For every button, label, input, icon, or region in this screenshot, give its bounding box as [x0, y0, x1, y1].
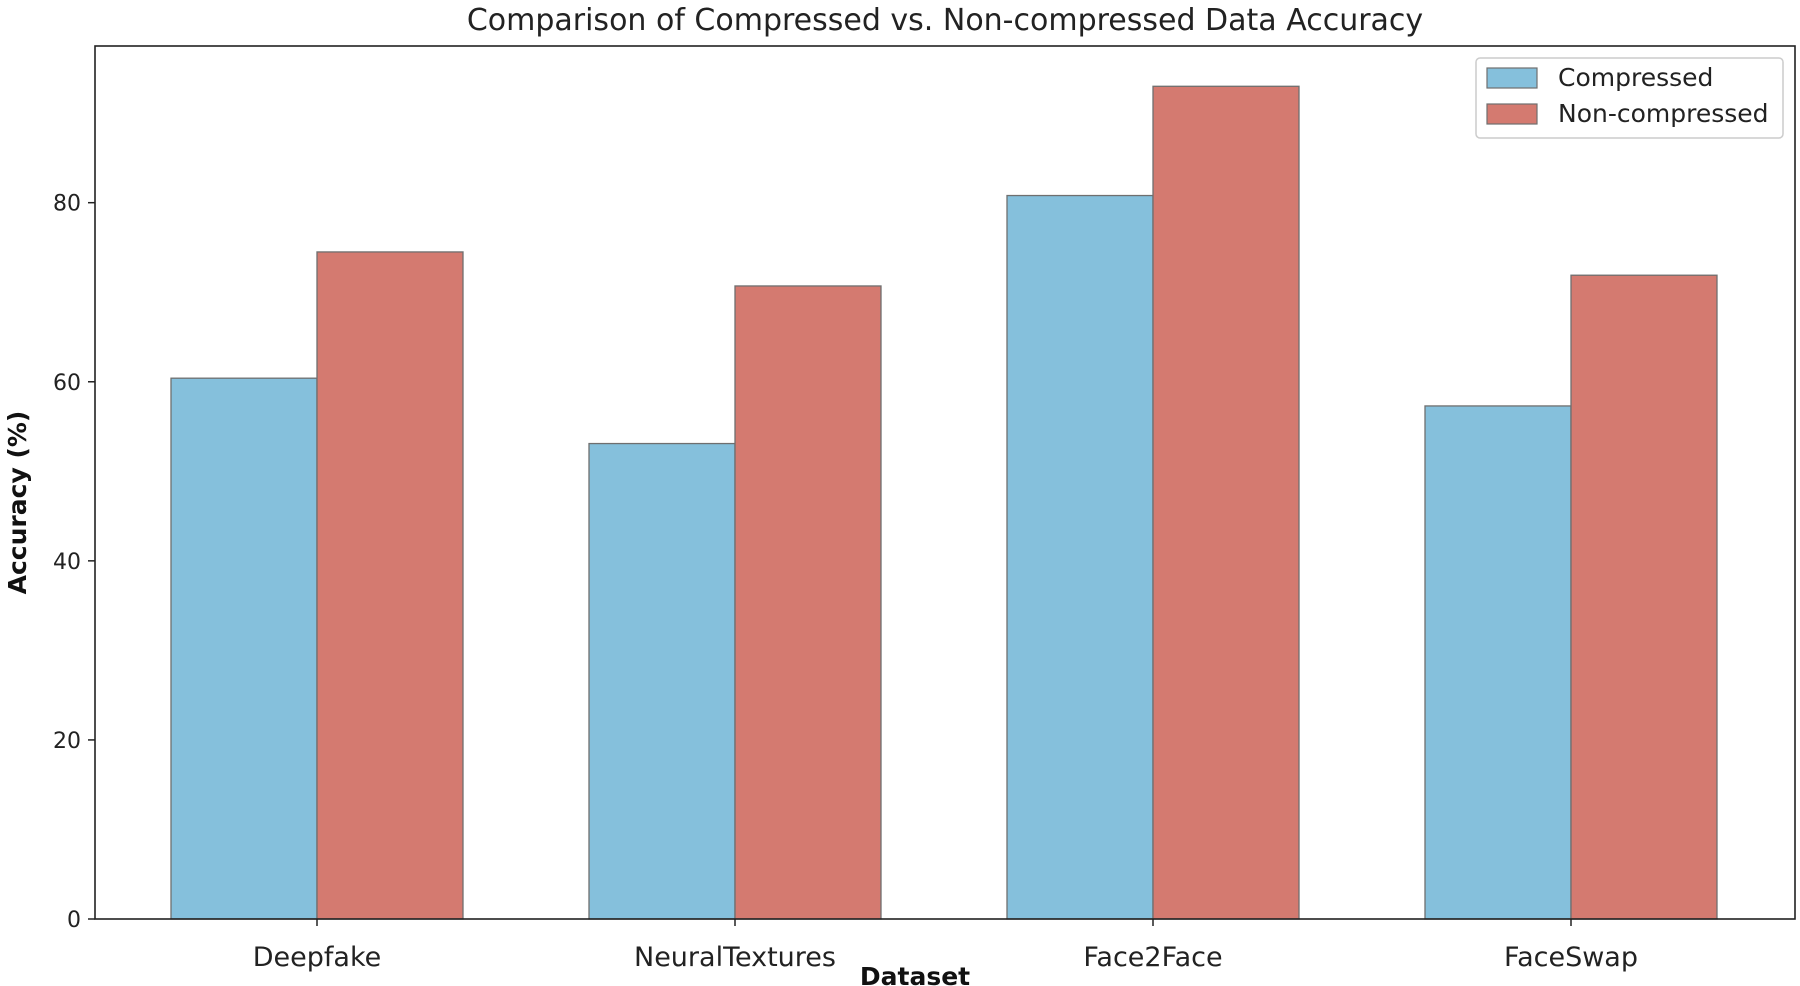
y-tick-label: 20	[53, 729, 81, 754]
bar-compressed-neuraltextures	[588, 442, 736, 920]
y-axis-ticks: 0 20 40 60 80	[53, 192, 95, 933]
bar-compressed-faceswap	[1424, 405, 1572, 920]
y-axis-label: Accuracy (%)	[3, 411, 32, 595]
bar-non-compressed-face2face	[1152, 85, 1300, 920]
x-axis-ticks: Deepfake NeuralTextures Face2Face FaceSwap	[253, 919, 1638, 973]
y-tick-label: 40	[53, 550, 81, 575]
bar-compressed-deepfake	[170, 377, 318, 920]
legend-box	[1475, 57, 1784, 139]
y-tick-label: 80	[53, 192, 81, 217]
bar-non-compressed-faceswap	[1570, 274, 1718, 920]
axes-frame	[94, 45, 1796, 920]
x-tick-label-deepfake: Deepfake	[253, 942, 382, 973]
bar-compressed-face2face	[1006, 194, 1154, 920]
bar-non-compressed-neuraltextures	[734, 285, 882, 920]
y-tick-label: 60	[53, 371, 81, 396]
x-tick-label-neuraltextures: NeuralTextures	[634, 942, 836, 973]
legend-swatch	[1486, 67, 1538, 89]
x-tick-label-faceswap: FaceSwap	[1504, 942, 1638, 973]
legend-label: Non-compressed	[1558, 99, 1769, 128]
legend-swatch	[1486, 103, 1538, 125]
bar-non-compressed-deepfake	[316, 251, 464, 920]
x-tick-label-face2face: Face2Face	[1083, 942, 1222, 973]
x-axis-label: Dataset	[860, 962, 970, 986]
y-tick-label: 0	[67, 908, 81, 933]
plot-area	[170, 85, 1718, 920]
legend-label: Compressed	[1558, 63, 1713, 92]
chart-title: Comparison of Compressed vs. Non-compres…	[467, 3, 1423, 38]
legend: Compressed Non-compressed	[1475, 57, 1784, 139]
